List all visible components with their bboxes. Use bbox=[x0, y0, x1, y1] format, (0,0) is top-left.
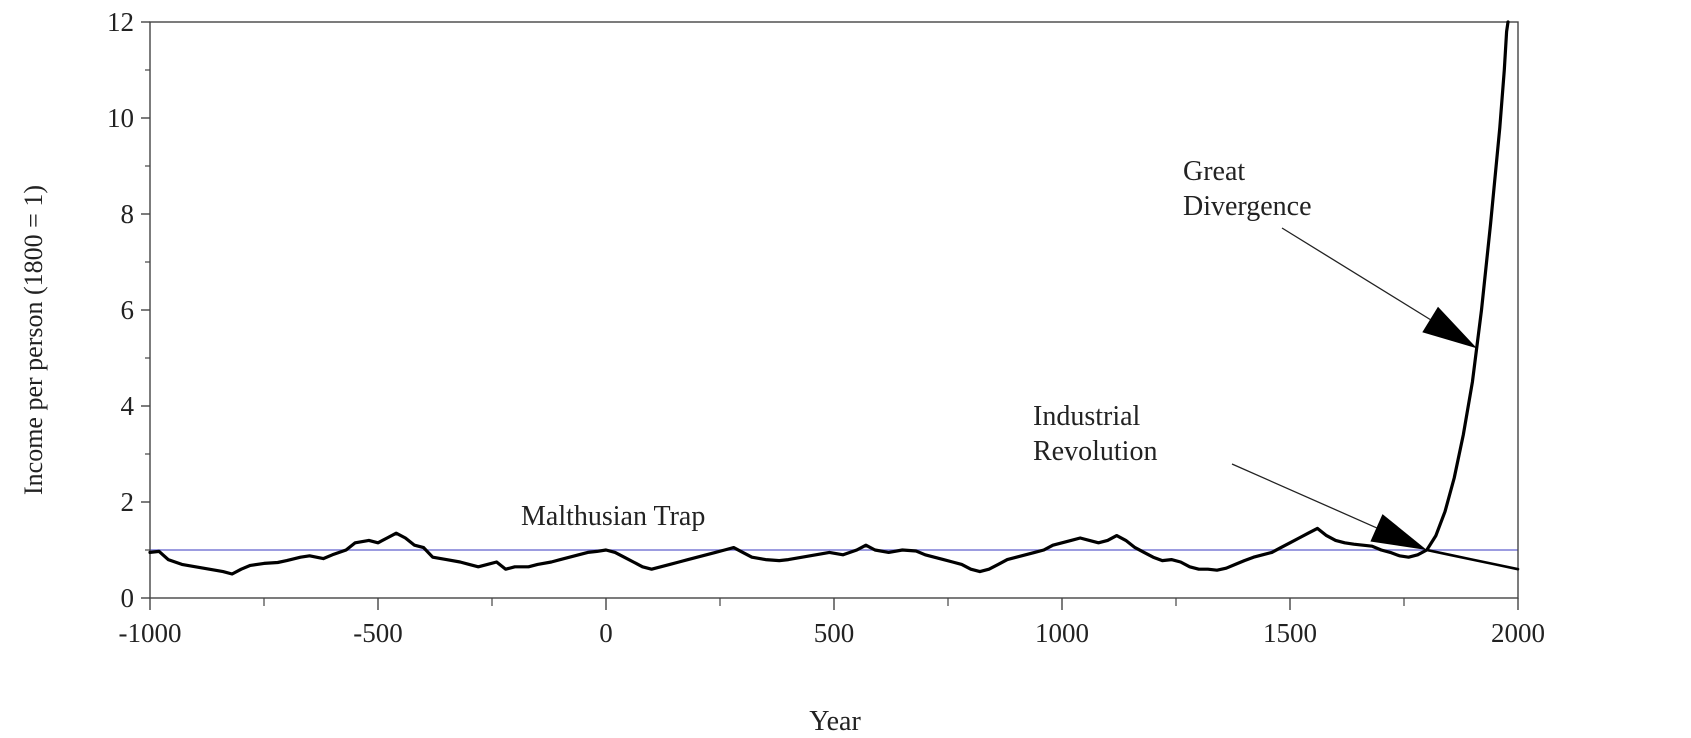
x-tick-label: -1000 bbox=[119, 618, 182, 648]
annotation-great-divergence: Great Divergence bbox=[1183, 156, 1312, 222]
annotation-malthusian-trap: Malthusian Trap bbox=[521, 501, 705, 532]
x-axis-title: Year bbox=[809, 706, 861, 737]
annotation-industrial-revolution: Industrial Revolution bbox=[1033, 401, 1157, 467]
series-line-1 bbox=[1425, 548, 1520, 571]
y-tick-label: 4 bbox=[121, 391, 135, 421]
annotation-industrial-revolution-line2: Revolution bbox=[1033, 436, 1157, 467]
y-tick-label: 2 bbox=[121, 487, 135, 517]
x-tick-label: 1000 bbox=[1035, 618, 1089, 648]
x-tick-label: 2000 bbox=[1491, 618, 1545, 648]
arrow-great-divergence-head bbox=[1422, 306, 1477, 349]
x-tick-label: 0 bbox=[599, 618, 613, 648]
x-tick-label: 500 bbox=[814, 618, 855, 648]
series-line-0 bbox=[148, 20, 1510, 576]
y-axis-title: Income per person (1800 = 1) bbox=[19, 185, 48, 495]
y-tick-label: 6 bbox=[121, 295, 135, 325]
arrow-industrial-revolution-head bbox=[1370, 514, 1427, 550]
y-tick-label: 8 bbox=[121, 199, 135, 229]
arrow-great-divergence-shaft bbox=[1281, 227, 1431, 321]
y-tick-label: 0 bbox=[121, 583, 135, 613]
x-tick-label: 1500 bbox=[1263, 618, 1317, 648]
x-tick-label: -500 bbox=[353, 618, 403, 648]
annotation-great-divergence-line1: Great bbox=[1183, 156, 1245, 187]
annotation-great-divergence-line2: Divergence bbox=[1183, 191, 1312, 222]
y-tick-label: 12 bbox=[107, 7, 134, 37]
plot-frame bbox=[149, 21, 1519, 599]
annotation-industrial-revolution-line1: Industrial bbox=[1033, 401, 1141, 432]
arrow-industrial-revolution-shaft bbox=[1231, 463, 1377, 529]
y-tick-label: 10 bbox=[107, 103, 134, 133]
